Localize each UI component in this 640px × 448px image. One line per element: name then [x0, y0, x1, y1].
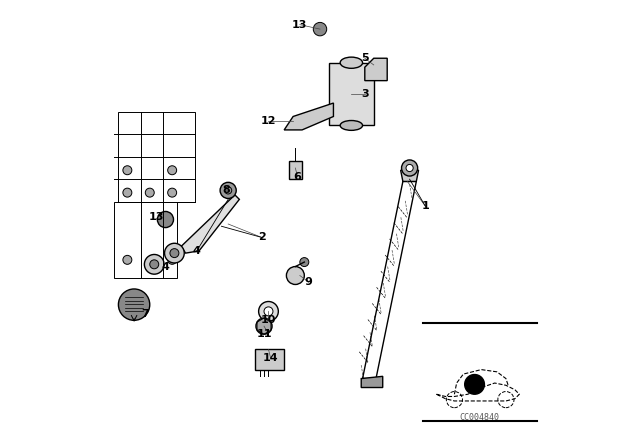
Text: 10: 10 — [260, 315, 276, 325]
Text: 13: 13 — [292, 20, 308, 30]
Circle shape — [157, 211, 173, 228]
Text: 8: 8 — [222, 185, 230, 195]
Polygon shape — [289, 161, 302, 179]
Ellipse shape — [340, 57, 362, 69]
Text: 1: 1 — [421, 201, 429, 211]
Text: 12: 12 — [260, 116, 276, 126]
Bar — [255, 349, 284, 370]
Text: 9: 9 — [305, 277, 313, 287]
Circle shape — [300, 258, 309, 267]
Circle shape — [145, 188, 154, 197]
Text: 7: 7 — [141, 309, 149, 319]
Circle shape — [314, 22, 327, 36]
Circle shape — [145, 254, 164, 274]
Polygon shape — [284, 103, 333, 130]
Text: 14: 14 — [263, 353, 278, 363]
Circle shape — [118, 289, 150, 320]
Polygon shape — [401, 170, 419, 181]
Circle shape — [123, 255, 132, 264]
Bar — [329, 63, 374, 125]
Text: 11: 11 — [256, 329, 272, 339]
Circle shape — [406, 164, 413, 172]
Circle shape — [256, 318, 272, 334]
Circle shape — [168, 188, 177, 197]
Circle shape — [220, 182, 236, 198]
Circle shape — [259, 302, 278, 321]
Ellipse shape — [340, 121, 362, 130]
Circle shape — [465, 375, 484, 394]
Text: 13: 13 — [148, 212, 164, 222]
Circle shape — [264, 307, 273, 316]
Polygon shape — [181, 195, 239, 253]
Circle shape — [170, 249, 179, 258]
Circle shape — [287, 267, 305, 284]
Circle shape — [401, 160, 418, 176]
Polygon shape — [361, 376, 383, 388]
Text: 2: 2 — [258, 233, 266, 242]
Text: CC004840: CC004840 — [459, 413, 499, 422]
Text: 4: 4 — [161, 262, 170, 271]
Circle shape — [123, 166, 132, 175]
Text: 4: 4 — [193, 246, 201, 256]
Circle shape — [164, 243, 184, 263]
Circle shape — [150, 260, 159, 269]
Text: 6: 6 — [294, 172, 301, 182]
Polygon shape — [365, 58, 387, 81]
Text: 5: 5 — [361, 53, 369, 63]
Text: 3: 3 — [361, 89, 369, 99]
Circle shape — [123, 188, 132, 197]
Circle shape — [168, 166, 177, 175]
Circle shape — [168, 255, 177, 264]
